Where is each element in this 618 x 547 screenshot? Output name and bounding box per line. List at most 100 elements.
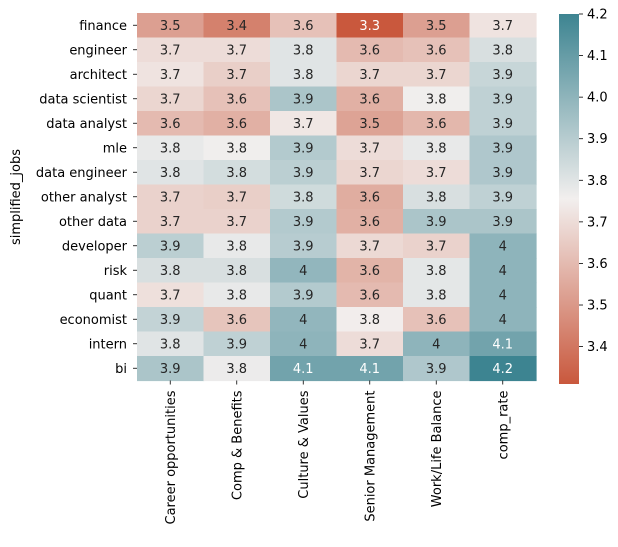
cell-value-label: 3.3 [359,19,380,34]
heatmap-cell [469,331,537,357]
row-label: economist [60,313,127,328]
heatmap-cell [403,209,471,235]
column-label: Culture & Values [297,390,312,498]
heatmap-cell [469,62,537,88]
cell-value-label: 4 [432,337,440,352]
row-label: intern [89,337,127,352]
heatmap-cell [137,258,205,284]
cell-value-label: 3.7 [426,166,447,181]
cell-value-label: 3.9 [426,362,447,377]
cell-value-label: 3.7 [226,68,247,83]
heatmap-cell [270,282,338,308]
heatmap-cell [469,184,537,210]
colorbar-tick-label: 3.5 [587,299,608,314]
heatmap-cell [270,307,338,333]
heatmap-cell [137,356,205,382]
cell-value-label: 3.8 [426,190,447,205]
cell-value-label: 3.6 [359,288,380,303]
cell-value-label: 3.7 [160,215,181,230]
heatmap-cell [336,184,404,210]
heatmap-cell [137,86,205,112]
heatmap-cell [336,86,404,112]
heatmap-cell [203,62,271,88]
heatmap-cell [203,282,271,308]
cell-value-label: 3.7 [160,92,181,107]
heatmap-cell [270,233,338,259]
heatmap-cell [137,307,205,333]
cell-value-label: 3.7 [226,215,247,230]
cell-value-label: 3.7 [359,239,380,254]
heatmap-cell [336,62,404,88]
heatmap-cell [270,258,338,284]
cell-value-label: 4.1 [492,337,513,352]
cell-value-label: 4.1 [359,362,380,377]
heatmap-cell [403,62,471,88]
row-labels: finance engineer architect data scientist da… [36,19,137,377]
heatmap-cell [469,233,537,259]
column-label: Work/Life Balance [430,391,445,508]
heatmap-cell [137,111,205,137]
cell-value-label: 4 [299,337,307,352]
heatmap-cell [203,37,271,63]
cell-value-label: 3.7 [492,19,513,34]
cell-value-label: 3.8 [226,288,247,303]
heatmap-cell [203,209,271,235]
cell-value-label: 3.8 [226,264,247,279]
heatmap-cell [137,209,205,235]
cell-value-label: 3.8 [226,141,247,156]
row-label: mle [103,141,127,156]
row-label: data engineer [36,166,128,181]
row-label: data scientist [39,92,127,107]
cell-value-label: 3.6 [293,19,314,34]
heatmap-cell [469,135,537,161]
cell-value-label: 3.5 [359,117,380,132]
cell-value-label: 3.5 [426,19,447,34]
heatmap-cell [270,111,338,137]
cell-value-label: 3.7 [293,117,314,132]
row-label: other data [59,215,127,230]
heatmap-cell [137,135,205,161]
cell-value-label: 4 [299,313,307,328]
heatmap-cell [137,160,205,186]
heatmap-cell [469,307,537,333]
heatmap-cell [336,356,404,382]
cell-value-label: 3.9 [293,141,314,156]
cell-value-label: 3.7 [226,43,247,58]
heatmap-cell [336,111,404,137]
cell-value-label: 3.6 [226,92,247,107]
colorbar-tick-label: 3.7 [587,215,608,230]
heatmap-cell [137,37,205,63]
heatmap-cell [403,307,471,333]
cell-value-label: 3.4 [226,19,247,34]
cell-value-label: 3.9 [160,313,181,328]
heatmap-cell [336,135,404,161]
cell-value-label: 3.9 [160,362,181,377]
colorbar-tick-label: 4.1 [587,49,608,64]
heatmap-cell [469,282,537,308]
heatmap-cell [336,37,404,63]
cell-value-label: 3.8 [426,264,447,279]
cell-value-label: 3.7 [359,68,380,83]
heatmap-cell [203,86,271,112]
cell-value-label: 3.9 [293,92,314,107]
cell-value-label: 3.6 [426,43,447,58]
heatmap-cell [336,282,404,308]
cell-value-label: 3.7 [359,141,380,156]
colorbar [559,14,579,384]
heatmap-cell [336,233,404,259]
colorbar-tick-label: 3.4 [587,340,608,355]
row-label: engineer [69,43,127,58]
colorbar-tick-label: 4.0 [587,91,608,106]
cell-value-label: 3.6 [359,190,380,205]
cell-value-label: 3.6 [359,215,380,230]
cell-value-label: 4.1 [293,362,314,377]
cell-value-label: 3.7 [160,288,181,303]
cell-value-label: 3.8 [426,288,447,303]
cell-value-label: 3.6 [359,43,380,58]
column-label: comp_rate [496,391,511,460]
heatmap-cell [336,307,404,333]
cell-value-label: 4 [299,264,307,279]
cell-value-label: 3.8 [160,141,181,156]
cell-value-label: 3.7 [160,190,181,205]
heatmap-cell [336,209,404,235]
